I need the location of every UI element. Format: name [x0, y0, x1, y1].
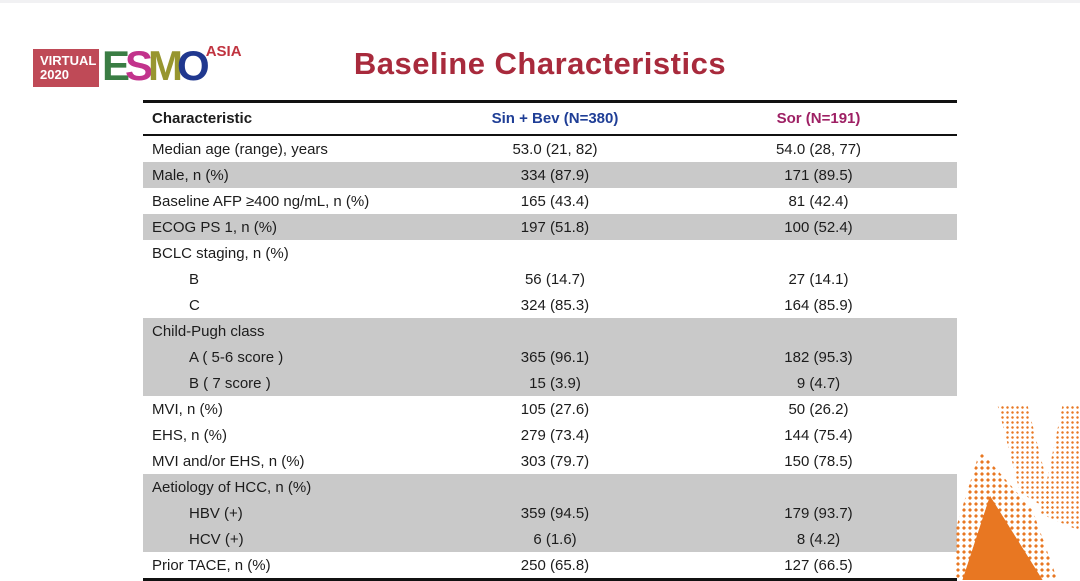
- row-label: Baseline AFP ≥400 ng/mL, n (%): [152, 192, 370, 210]
- table-row: Baseline AFP ≥400 ng/mL, n (%) 165 (43.4…: [143, 188, 957, 214]
- row-arm2-value: 171 (89.5): [784, 166, 853, 184]
- top-divider: [0, 0, 1080, 3]
- row-label: Aetiology of HCC, n (%): [152, 478, 312, 496]
- row-arm2-value: 8 (4.2): [796, 530, 841, 548]
- row-label: BCLC staging, n (%): [152, 244, 289, 262]
- baseline-characteristics-table: Characteristic Sin + Bev (N=380) Sor (N=…: [143, 100, 957, 581]
- row-arm1-value: 250 (65.8): [520, 556, 590, 574]
- row-arm2-value: 81 (42.4): [788, 192, 849, 210]
- table-row: EHS, n (%) 279 (73.4) 144 (75.4): [143, 422, 957, 448]
- halftone-leaf-big: [955, 450, 1058, 580]
- row-label: EHS, n (%): [152, 426, 228, 444]
- row-arm1-value: 359 (94.5): [520, 504, 590, 522]
- row-arm2-value: 100 (52.4): [784, 218, 853, 236]
- table-row: Child-Pugh class: [143, 318, 957, 344]
- halftone-leaf-solid-dots: [962, 496, 1043, 580]
- table-row: Male, n (%) 334 (87.9) 171 (89.5): [143, 162, 957, 188]
- table-row: Prior TACE, n (%) 250 (65.8) 127 (66.5): [143, 552, 957, 578]
- row-arm2-value: 144 (75.4): [784, 426, 853, 444]
- row-label: C: [189, 296, 200, 314]
- row-arm1-value: 324 (85.3): [520, 296, 590, 314]
- halftone-leaf-right-arm: [1040, 405, 1080, 531]
- row-arm2-value: 9 (4.7): [796, 374, 841, 392]
- table-row: Median age (range), years 53.0 (21, 82) …: [143, 136, 957, 162]
- table-row: MVI and/or EHS, n (%) 303 (79.7) 150 (78…: [143, 448, 957, 474]
- row-arm2-value: 54.0 (28, 77): [775, 140, 862, 158]
- row-label: Prior TACE, n (%): [152, 556, 271, 574]
- halftone-leaf-solid: [962, 496, 1043, 580]
- row-arm2-value: 179 (93.7): [784, 504, 853, 522]
- table-row: MVI, n (%) 105 (27.6) 50 (26.2): [143, 396, 957, 422]
- row-arm2-value: 164 (85.9): [784, 296, 853, 314]
- table-row: A ( 5-6 score ) 365 (96.1) 182 (95.3): [143, 344, 957, 370]
- row-arm2-value: 50 (26.2): [788, 400, 849, 418]
- table-row: B 56 (14.7) 27 (14.1): [143, 266, 957, 292]
- row-label: HCV (+): [189, 530, 244, 548]
- table-row: HBV (+) 359 (94.5) 179 (93.7): [143, 500, 957, 526]
- row-label: MVI and/or EHS, n (%): [152, 452, 305, 470]
- logo-virtual-text: VIRTUAL: [40, 53, 97, 68]
- row-arm1-value: 15 (3.9): [529, 374, 581, 392]
- row-arm1-value: 197 (51.8): [520, 218, 590, 236]
- table-row: HCV (+) 6 (1.6) 8 (4.2): [143, 526, 957, 552]
- halftone-leaf-left-arm: [997, 405, 1055, 514]
- logo-esmo-wordmark: ESMO: [102, 42, 210, 89]
- logo-virtual-badge: VIRTUAL 2020: [33, 49, 99, 87]
- esmo-asia-2020-logo: VIRTUAL 2020 ESMO ASIA: [33, 42, 242, 89]
- row-arm1-value: 105 (27.6): [520, 400, 590, 418]
- logo-letter-e: E: [102, 42, 130, 89]
- row-arm1-value: 279 (73.4): [520, 426, 590, 444]
- row-arm1-value: 165 (43.4): [520, 192, 590, 210]
- table-row: ECOG PS 1, n (%) 197 (51.8) 100 (52.4): [143, 214, 957, 240]
- table-header-row: Characteristic Sin + Bev (N=380) Sor (N=…: [143, 103, 957, 136]
- row-arm1-value: 53.0 (21, 82): [512, 140, 598, 158]
- logo-letter-m: M: [148, 42, 183, 89]
- logo-year-text: 2020: [40, 67, 69, 82]
- row-label: Child-Pugh class: [152, 322, 265, 340]
- halftone-leaves-decoration: [955, 405, 1080, 580]
- row-arm1-value: 6 (1.6): [533, 530, 577, 548]
- header-characteristic: Characteristic: [152, 110, 253, 127]
- row-label: HBV (+): [189, 504, 243, 522]
- logo-letter-s: S: [125, 42, 153, 89]
- row-arm1-value: 365 (96.1): [520, 348, 590, 366]
- row-label: ECOG PS 1, n (%): [152, 218, 278, 236]
- row-arm1-value: 303 (79.7): [520, 452, 590, 470]
- header-arm-sor: Sor (N=191): [776, 110, 861, 127]
- logo-asia-text: ASIA: [205, 43, 242, 60]
- table-row: B ( 7 score ) 15 (3.9) 9 (4.7): [143, 370, 957, 396]
- page-title: Baseline Characteristics: [353, 46, 727, 81]
- header-arm-sin-bev: Sin + Bev (N=380): [491, 110, 619, 127]
- row-arm2-value: 182 (95.3): [784, 348, 853, 366]
- row-label: Male, n (%): [152, 166, 229, 184]
- table-row: C 324 (85.3) 164 (85.9): [143, 292, 957, 318]
- row-arm1-value: 56 (14.7): [524, 270, 586, 288]
- table-row: BCLC staging, n (%): [143, 240, 957, 266]
- row-label: MVI, n (%): [152, 400, 223, 418]
- row-label: B ( 7 score ): [189, 374, 271, 392]
- row-arm2-value: 127 (66.5): [784, 556, 853, 574]
- row-label: Median age (range), years: [152, 140, 328, 158]
- row-label: A ( 5-6 score ): [189, 348, 284, 366]
- table-row: Aetiology of HCC, n (%): [143, 474, 957, 500]
- row-arm2-value: 27 (14.1): [788, 270, 849, 288]
- row-arm2-value: 150 (78.5): [784, 452, 853, 470]
- logo-letter-o: O: [177, 42, 210, 89]
- row-label: B: [189, 270, 200, 288]
- row-arm1-value: 334 (87.9): [520, 166, 590, 184]
